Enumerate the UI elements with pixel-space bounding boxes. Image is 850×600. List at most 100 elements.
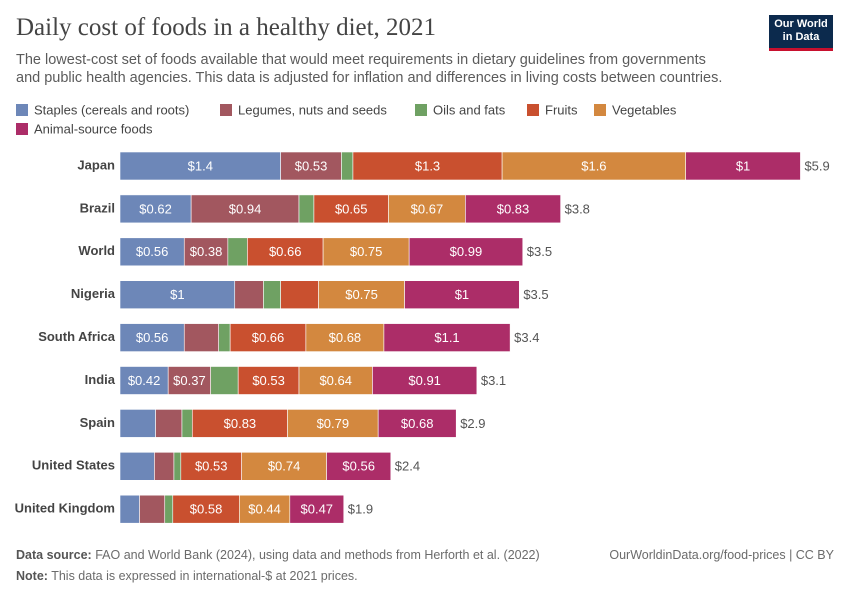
value-label: $0.38: [190, 244, 223, 259]
category-label: United Kingdom: [15, 501, 115, 516]
total-label: $3.8: [565, 201, 590, 216]
source-text: FAO and World Bank (2024), using data an…: [95, 548, 540, 562]
value-label: $0.56: [342, 459, 375, 474]
total-label: $5.9: [804, 158, 829, 173]
bar-segment: [181, 409, 193, 438]
bar-segment: [164, 494, 174, 524]
bar-segment: [155, 409, 183, 438]
bar-segment: [318, 280, 405, 310]
category-label: India: [85, 372, 116, 387]
bar-segment: [190, 194, 300, 224]
category-label: World: [78, 243, 115, 258]
source: Data source: FAO and World Bank (2024), …: [16, 548, 540, 562]
url[interactable]: OurWorldinData.org/food-prices | CC BY: [609, 548, 834, 562]
value-label: $0.64: [319, 373, 352, 388]
legend-swatch: [220, 104, 232, 116]
bar-segment: [280, 280, 319, 310]
bar-segment: [119, 323, 185, 352]
bar-segment: [501, 151, 686, 181]
bar-segment: [241, 451, 327, 481]
value-label: $1: [170, 287, 184, 302]
value-label: $0.68: [401, 416, 434, 431]
value-label: $0.66: [252, 330, 285, 345]
value-label: $0.65: [335, 201, 368, 216]
bar-segment: [227, 237, 248, 267]
value-label: $1.6: [581, 158, 606, 173]
value-label: $0.91: [408, 373, 441, 388]
subtitle: The lowest-cost set of foods available t…: [16, 52, 706, 68]
value-label: $1: [736, 158, 750, 173]
bar-segment: [229, 323, 307, 352]
bar-segment: [154, 451, 175, 481]
logo-text: in Data: [782, 31, 820, 43]
value-label: $1: [455, 287, 469, 302]
bar-segment: [298, 194, 315, 224]
category-label: Brazil: [80, 200, 115, 215]
bar-segment: [218, 323, 231, 352]
bar-segment: [119, 194, 192, 224]
legend-label: Legumes, nuts and seeds: [238, 102, 387, 117]
bar-segment: [191, 409, 288, 438]
bar-segment: [119, 409, 156, 438]
category-label: Japan: [77, 157, 115, 172]
bar-segment: [404, 280, 520, 310]
bar-segment: [352, 151, 503, 181]
total-label: $2.4: [395, 459, 420, 474]
logo-text: Our World: [774, 18, 828, 30]
bar-segment: [237, 366, 300, 395]
bar-segment: [383, 323, 511, 352]
legend-swatch: [594, 104, 606, 116]
value-label: $0.66: [269, 244, 302, 259]
bar-segment: [172, 494, 240, 524]
bar-segment: [685, 151, 801, 181]
bar-segment: [119, 280, 236, 310]
legend-label: Fruits: [545, 102, 578, 117]
chart-title: Daily cost of foods in a healthy diet, 2…: [16, 14, 437, 41]
bar-segment: [388, 194, 466, 224]
value-label: $0.75: [345, 287, 378, 302]
bar-segment: [119, 494, 140, 524]
value-label: $1.3: [415, 158, 440, 173]
legend-label: Staples (cereals and roots): [34, 102, 189, 117]
total-label: $3.4: [514, 330, 539, 345]
value-label: $0.53: [195, 459, 228, 474]
category-label: South Africa: [38, 329, 116, 344]
note: Note: This data is expressed in internat…: [16, 569, 358, 583]
legend-label: Vegetables: [612, 102, 677, 117]
category-label: United States: [32, 458, 115, 473]
value-label: $0.75: [350, 244, 383, 259]
bar-segment: [263, 280, 281, 310]
category-label: Spain: [80, 415, 115, 430]
value-label: $1.1: [434, 330, 459, 345]
value-label: $0.56: [136, 244, 169, 259]
legend-swatch: [415, 104, 427, 116]
value-label: $0.37: [173, 373, 206, 388]
value-label: $0.67: [411, 201, 444, 216]
value-label: $0.79: [317, 416, 350, 431]
legend-label: Oils and fats: [433, 102, 506, 117]
legend-swatch: [16, 123, 28, 135]
bar-segment: [322, 237, 410, 267]
bar-segment: [180, 451, 242, 481]
total-label: $2.9: [460, 416, 485, 431]
bar-segment: [173, 451, 182, 481]
bar-segment: [139, 494, 166, 524]
bar-segment: [326, 451, 392, 481]
note-label: Note:: [16, 569, 48, 583]
bar-segment: [408, 237, 524, 267]
legend-swatch: [16, 104, 28, 116]
value-label: $0.47: [301, 502, 334, 517]
logo[interactable]: Our World in Data: [769, 15, 833, 51]
bar-segment: [210, 366, 239, 395]
source-label: Data source:: [16, 548, 92, 562]
bar-segment: [465, 194, 561, 224]
value-label: $0.44: [248, 502, 281, 517]
value-label: $0.56: [136, 330, 169, 345]
bar-segment: [247, 237, 324, 267]
value-label: $0.58: [190, 502, 223, 517]
bar-segment: [280, 151, 342, 181]
total-label: $3.5: [523, 287, 548, 302]
bar-segment: [372, 366, 478, 395]
